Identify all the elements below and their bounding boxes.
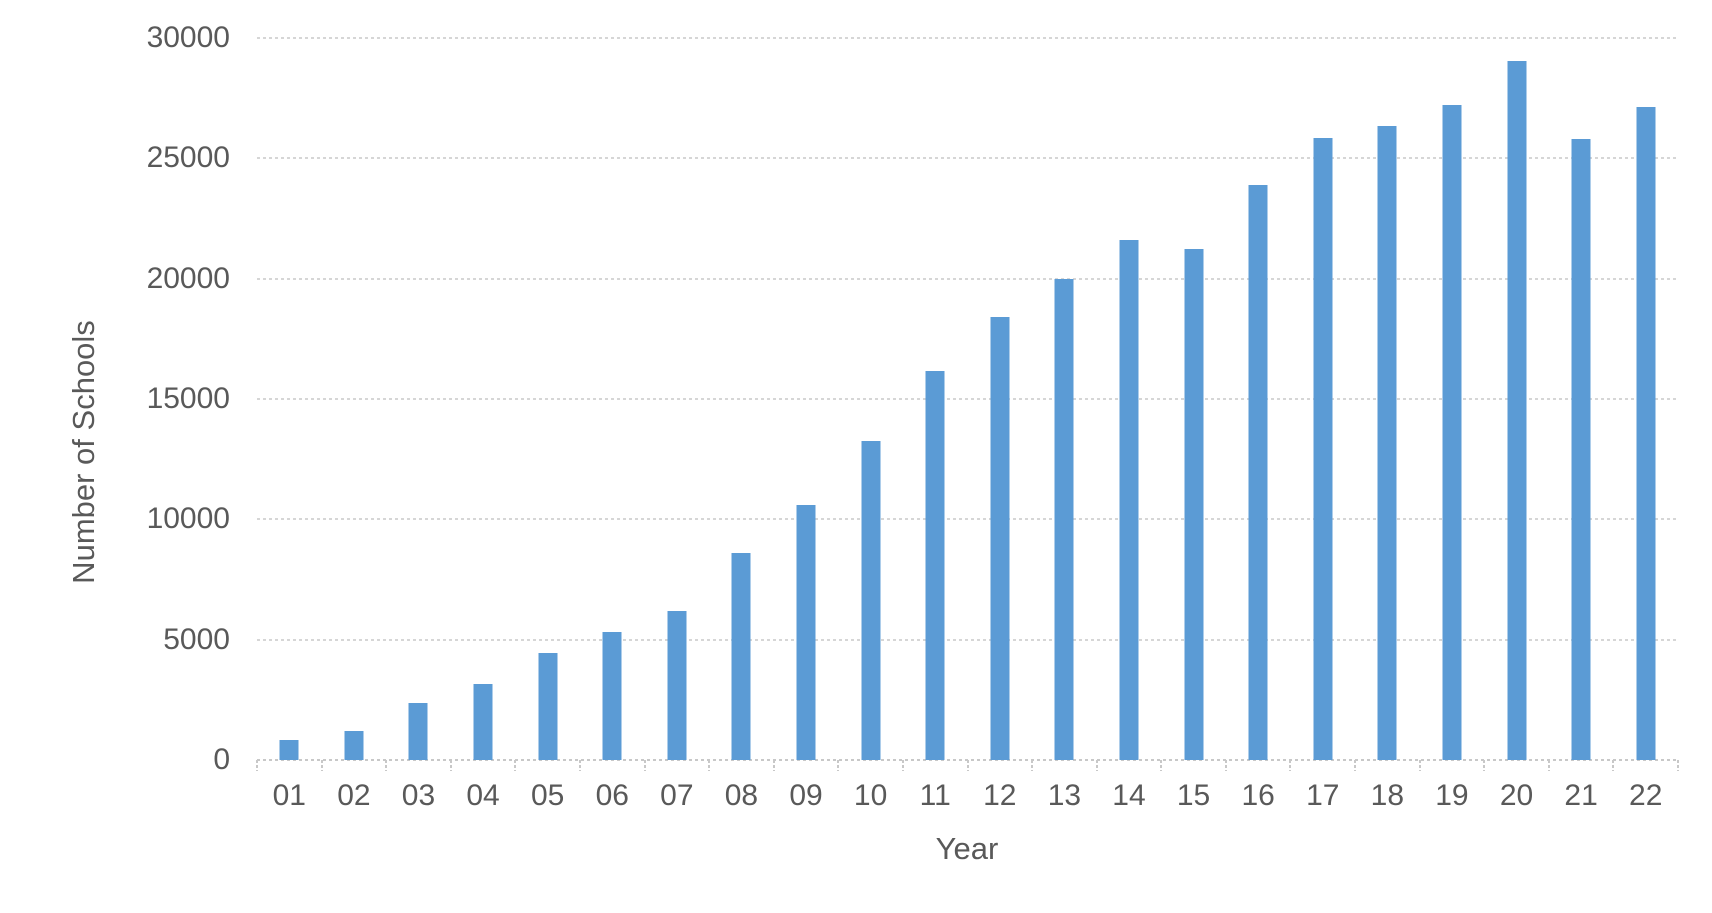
x-tick-label: 04 (466, 779, 500, 812)
axis-tick-mark (1547, 760, 1550, 771)
y-tick-label: 15000 (146, 382, 230, 415)
plot-area (257, 37, 1678, 761)
bar-20 (1507, 60, 1527, 760)
x-axis-ticks (256, 760, 1679, 772)
x-tick-label: 19 (1435, 779, 1469, 812)
axis-tick-mark (1677, 760, 1679, 771)
gridline (257, 277, 1678, 280)
x-tick-label: 12 (983, 779, 1017, 812)
x-tick-label: 05 (530, 779, 565, 812)
y-axis-labels: 0 5000 10000 15000 20000 25000 30000 (0, 21, 230, 776)
x-tick-label: 21 (1564, 779, 1598, 812)
axis-tick-mark (1418, 760, 1421, 771)
axis-tick-mark (837, 760, 840, 771)
axis-tick-mark (578, 760, 581, 771)
bar-15 (1184, 248, 1204, 760)
bar-08 (731, 553, 751, 760)
bar-17 (1313, 137, 1333, 760)
bar-22 (1636, 106, 1656, 760)
y-tick-label: 0 (213, 743, 230, 776)
y-tick-label: 10000 (146, 502, 230, 536)
axis-tick-mark (1095, 760, 1098, 771)
axis-tick-mark (966, 760, 969, 771)
x-tick-label: 07 (660, 779, 694, 812)
bar-19 (1442, 105, 1462, 760)
bar-09 (796, 504, 816, 760)
x-tick-label: 10 (853, 779, 888, 812)
axis-tick-mark (643, 760, 646, 771)
bar-21 (1571, 139, 1591, 760)
axis-tick-mark (385, 760, 388, 771)
bar-07 (667, 610, 687, 760)
x-tick-label: 16 (1241, 779, 1275, 812)
x-tick-label: 01 (272, 779, 306, 812)
axis-tick-mark (1031, 760, 1034, 771)
x-tick-label: 11 (919, 779, 951, 812)
bar-13 (1054, 278, 1074, 760)
axis-tick-mark (1224, 760, 1227, 771)
x-tick-label: 02 (337, 779, 371, 812)
bar-11 (925, 371, 945, 760)
bar-05 (538, 652, 558, 760)
x-tick-label: 17 (1306, 779, 1340, 812)
axis-tick-mark (772, 760, 775, 771)
axis-tick-mark (1289, 760, 1292, 771)
axis-tick-mark (1483, 760, 1486, 771)
x-tick-label: 20 (1499, 779, 1534, 812)
x-tick-label: 22 (1629, 779, 1663, 812)
axis-tick-mark (256, 760, 258, 771)
axis-tick-mark (449, 760, 452, 771)
gridline (257, 157, 1678, 160)
gridline (257, 638, 1678, 641)
axis-tick-mark (1354, 760, 1357, 771)
axis-tick-mark (1612, 760, 1615, 771)
x-tick-label: 14 (1112, 779, 1146, 812)
bar-10 (861, 441, 881, 760)
axis-tick-mark (320, 760, 323, 771)
bar-04 (473, 684, 493, 760)
axis-tick-mark (1160, 760, 1163, 771)
y-tick-label: 20000 (146, 261, 230, 295)
x-tick-label: 15 (1176, 779, 1211, 812)
axis-tick-mark (514, 760, 517, 771)
bar-02 (344, 731, 364, 760)
y-tick-label: 30000 (146, 21, 230, 54)
bar-14 (1119, 240, 1139, 760)
x-tick-label: 18 (1370, 779, 1405, 812)
x-axis-labels: 01 02 03 04 05 06 07 08 09 10 11 12 13 14 15 16 17 18 19 20… (257, 779, 1678, 815)
y-tick-label: 5000 (163, 622, 230, 656)
x-tick-label: 13 (1047, 779, 1082, 812)
gridline (257, 398, 1678, 400)
x-axis-title: Year (935, 831, 999, 866)
gridline (257, 37, 1678, 39)
gridline (257, 518, 1678, 521)
axis-tick-mark (901, 760, 904, 771)
x-tick-label: 09 (789, 779, 823, 812)
x-tick-label: 06 (595, 779, 629, 812)
bar-16 (1248, 184, 1268, 760)
bar-03 (408, 703, 428, 760)
bar-18 (1377, 125, 1397, 760)
y-tick-label: 25000 (146, 141, 230, 175)
bar-06 (602, 632, 622, 760)
axis-tick-mark (708, 760, 711, 771)
x-tick-label: 03 (401, 779, 436, 812)
bar-01 (279, 739, 299, 760)
x-tick-label: 08 (724, 779, 759, 812)
bar-12 (990, 317, 1010, 760)
